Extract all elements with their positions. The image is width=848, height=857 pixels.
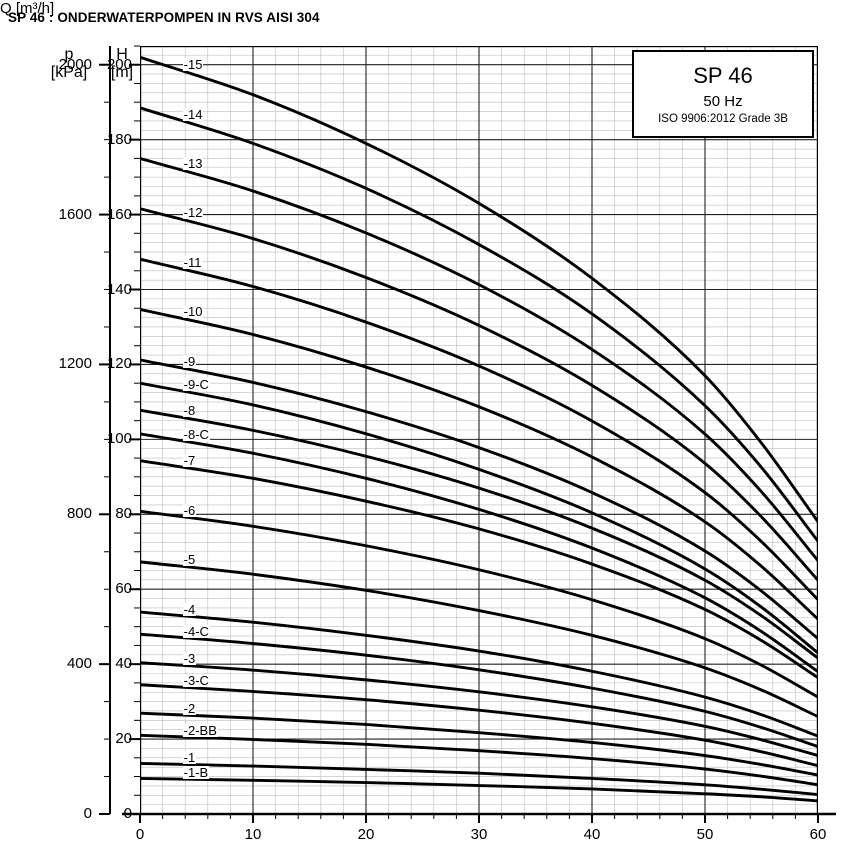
right-axis-tick: 160	[106, 205, 132, 223]
right-axis-tick: 100	[106, 430, 132, 448]
pump-curve-stage-14	[140, 106, 818, 543]
x-axis-label: Q [m³/h]	[0, 0, 55, 17]
pump-curve-stage-2-bb	[140, 733, 818, 787]
pump-curve-svg	[140, 46, 818, 814]
right-axis-unit: H [m]	[104, 46, 140, 83]
curve-label-stage-5: -5	[182, 552, 197, 568]
legend-standard: ISO 9906:2012 Grade 3B	[658, 113, 788, 125]
left-axis-tick: 2000	[58, 55, 92, 73]
left-axis-tick: 800	[66, 505, 92, 523]
right-axis-tick: 180	[106, 130, 132, 148]
pump-curve-stage-9-c	[140, 381, 818, 655]
left-axis-tick: 0	[83, 805, 92, 822]
curve-label-stage-1-b: -1-B	[182, 765, 210, 781]
curve-label-stage-9: -9	[182, 354, 197, 370]
right-axis-unit-text: [m]	[110, 64, 134, 82]
x-axis-tick: 30	[470, 826, 488, 843]
curve-label-stage-10: -10	[182, 304, 204, 320]
x-axis-tick: 20	[357, 826, 375, 843]
curve-label-stage-13: -13	[182, 156, 204, 172]
curve-label-stage-4-c: -4-C	[182, 623, 210, 639]
legend-frequency: 50 Hz	[703, 93, 743, 110]
x-axis-tick: 60	[809, 826, 827, 843]
curve-label-stage-3-c: -3-C	[182, 673, 210, 689]
pump-curve-stage-1	[140, 761, 818, 796]
right-axis-name: H	[116, 46, 128, 63]
pump-curve-stage-15	[140, 55, 818, 524]
x-axis-tick: 0	[135, 826, 145, 843]
x-axis-tick: 50	[696, 826, 714, 843]
pump-curve-stage-8-c	[140, 432, 818, 674]
pump-curve-stage-3-c	[140, 683, 818, 768]
left-axis-tick: 1600	[58, 205, 92, 223]
right-axis-tick: 80	[115, 505, 132, 523]
pump-curve-stage-2	[140, 711, 818, 777]
curve-label-stage-2-bb: -2-BB	[182, 722, 218, 738]
pump-curve-stage-13	[140, 156, 818, 563]
pump-curve-stage-12	[140, 207, 818, 582]
x-axis-tick: 10	[244, 826, 262, 843]
curve-label-stage-8-c: -8-C	[182, 426, 210, 442]
pump-curve-stage-6	[140, 509, 818, 699]
right-axis-tick: 140	[106, 280, 132, 298]
pump-curve-stage-11	[140, 257, 818, 602]
left-axis-unit-text: [kPa]	[50, 64, 88, 82]
x-axis-tick: 40	[583, 826, 601, 843]
legend-model: SP 46	[693, 63, 753, 88]
curve-label-stage-4: -4	[182, 601, 197, 617]
curve-label-stage-11: -11	[182, 255, 203, 270]
right-axis-tick: 20	[115, 730, 132, 748]
curve-label-stage-8: -8	[182, 403, 197, 419]
chart-plot-area	[140, 46, 818, 814]
curve-label-stage-12: -12	[182, 205, 204, 221]
pump-curve-stage-9	[140, 358, 818, 641]
right-axis-tick: 40	[115, 655, 132, 673]
pump-curve-stage-10	[140, 307, 818, 621]
curve-label-stage-7: -7	[182, 453, 197, 469]
pump-curve-stage-5	[140, 560, 818, 719]
pump-curve-stage-3	[140, 661, 818, 758]
curve-label-stage-15: -15	[182, 56, 204, 72]
right-axis-tick: 120	[106, 355, 132, 373]
pump-curve-stage-4	[140, 610, 818, 738]
pump-curve-stage-7	[140, 459, 818, 680]
pump-curve-stage-1-b	[140, 776, 818, 803]
left-axis-name: p	[64, 46, 74, 63]
right-axis-tick: 200	[106, 55, 132, 73]
legend-box: SP 46 50 Hz ISO 9906:2012 Grade 3B	[632, 50, 814, 138]
curve-label-stage-9-c: -9-C	[182, 376, 210, 392]
left-axis-tick: 400	[66, 655, 92, 673]
right-axis-tick: 0	[123, 805, 132, 822]
left-axis-unit: p [kPa]	[40, 46, 98, 83]
curve-label-stage-1: -1	[182, 750, 197, 766]
right-axis-tick: 60	[115, 580, 132, 598]
curve-label-stage-14: -14	[182, 106, 204, 122]
pump-curve-stage-8	[140, 408, 818, 660]
curve-label-stage-3: -3	[182, 651, 197, 667]
page-title: SP 46 : ONDERWATERPOMPEN IN RVS AISI 304	[8, 10, 320, 25]
curve-label-stage-2: -2	[182, 700, 197, 716]
left-axis-tick: 1200	[58, 355, 92, 373]
curve-label-stage-6: -6	[182, 502, 197, 518]
pump-curve-stage-4-c	[140, 632, 818, 749]
